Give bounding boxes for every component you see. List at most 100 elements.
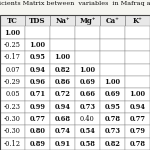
Bar	[0, 39, 25, 51]
Bar	[125, 64, 150, 76]
Bar	[100, 26, 125, 39]
Text: 0.78: 0.78	[129, 140, 146, 148]
Bar	[100, 88, 125, 101]
Bar	[25, 64, 50, 76]
Text: Na⁺: Na⁺	[55, 17, 70, 25]
Text: 0.80: 0.80	[30, 128, 45, 135]
Text: 1.00: 1.00	[30, 41, 45, 49]
Text: 0.77: 0.77	[30, 115, 45, 123]
Bar	[25, 39, 50, 51]
Text: 0.71: 0.71	[29, 90, 46, 98]
Text: -0.12: -0.12	[4, 140, 21, 148]
Bar	[100, 76, 125, 88]
Bar	[75, 88, 100, 101]
Text: 0.82: 0.82	[55, 66, 70, 74]
Text: 1.00: 1.00	[4, 29, 21, 37]
Text: 0.40: 0.40	[80, 115, 95, 123]
Bar	[50, 113, 75, 125]
Bar	[125, 88, 150, 101]
Text: 0.94: 0.94	[30, 66, 45, 74]
Text: icients Matrix between  variables  in Mafraq a: icients Matrix between variables in Mafr…	[0, 2, 150, 6]
Text: K⁺: K⁺	[133, 17, 142, 25]
Bar	[75, 64, 100, 76]
Text: -0.29: -0.29	[4, 78, 21, 86]
Bar	[0, 51, 25, 64]
Text: 0.72: 0.72	[55, 90, 70, 98]
Bar	[75, 101, 100, 113]
Text: 0.89: 0.89	[30, 140, 45, 148]
Text: 0.73: 0.73	[80, 103, 96, 111]
Bar	[100, 64, 125, 76]
Bar	[75, 125, 100, 138]
Text: TC: TC	[7, 17, 18, 25]
Bar	[125, 51, 150, 64]
Bar	[75, 76, 100, 88]
Bar	[125, 125, 150, 138]
Text: 1.00: 1.00	[80, 66, 96, 74]
Bar	[50, 51, 75, 64]
Bar	[75, 113, 100, 125]
Bar	[25, 101, 50, 113]
Bar	[25, 76, 50, 88]
Bar	[0, 26, 25, 39]
Bar	[50, 88, 75, 101]
Bar	[125, 26, 150, 39]
Bar	[75, 39, 100, 51]
Text: 0.78: 0.78	[105, 115, 120, 123]
Text: -0.23: -0.23	[4, 103, 21, 111]
Bar	[0, 64, 25, 76]
Text: 0.68: 0.68	[54, 115, 70, 123]
Text: 1.00: 1.00	[54, 53, 70, 61]
Text: Mg⁺: Mg⁺	[79, 17, 96, 25]
Text: Ca⁺: Ca⁺	[106, 17, 119, 25]
Bar	[50, 39, 75, 51]
Bar	[25, 113, 50, 125]
Text: -0.30: -0.30	[4, 128, 21, 135]
Text: 0.69: 0.69	[105, 90, 120, 98]
Bar	[75, 51, 100, 64]
Bar	[0, 125, 25, 138]
Bar	[100, 51, 125, 64]
Bar	[50, 64, 75, 76]
Text: TDS: TDS	[29, 17, 46, 25]
Text: 0.91: 0.91	[54, 140, 70, 148]
Text: 0.05: 0.05	[5, 90, 20, 98]
Bar	[0, 15, 25, 26]
Bar	[0, 138, 25, 150]
Text: 0.69: 0.69	[80, 78, 96, 86]
Bar	[75, 15, 100, 26]
Text: 0.58: 0.58	[80, 140, 95, 148]
Text: 0.95: 0.95	[30, 53, 45, 61]
Bar	[0, 101, 25, 113]
Text: 0.54: 0.54	[80, 128, 95, 135]
Text: 0.74: 0.74	[54, 128, 70, 135]
Bar	[100, 15, 125, 26]
Bar	[50, 138, 75, 150]
Bar	[25, 51, 50, 64]
Bar	[75, 138, 100, 150]
Bar	[125, 39, 150, 51]
Bar	[0, 76, 25, 88]
Bar	[125, 113, 150, 125]
Text: 0.94: 0.94	[129, 103, 146, 111]
Bar	[25, 138, 50, 150]
Bar	[50, 125, 75, 138]
Text: 0.73: 0.73	[105, 128, 120, 135]
Text: 0.95: 0.95	[105, 103, 120, 111]
Text: 0.96: 0.96	[30, 78, 45, 86]
Bar	[125, 138, 150, 150]
Text: 0.99: 0.99	[30, 103, 45, 111]
Text: -0.25: -0.25	[4, 41, 21, 49]
Text: 0.66: 0.66	[80, 90, 96, 98]
Text: 0.77: 0.77	[129, 115, 146, 123]
Bar	[50, 26, 75, 39]
Text: -0.17: -0.17	[4, 53, 21, 61]
Bar	[100, 39, 125, 51]
Bar	[25, 88, 50, 101]
Text: 1.00: 1.00	[129, 90, 146, 98]
Bar	[25, 125, 50, 138]
Text: 0.94: 0.94	[54, 103, 70, 111]
Bar	[75, 26, 100, 39]
Bar	[100, 101, 125, 113]
Bar	[125, 15, 150, 26]
